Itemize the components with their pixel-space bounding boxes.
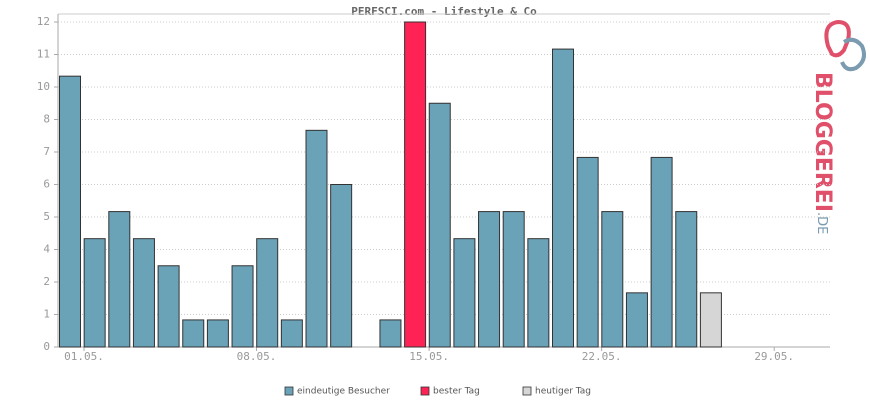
bar bbox=[182, 319, 205, 348]
y-tick-label: 5 bbox=[43, 210, 50, 223]
bar bbox=[231, 265, 254, 348]
x-tick-label: 15.05. bbox=[409, 350, 449, 363]
bar bbox=[132, 238, 155, 348]
legend-swatch bbox=[420, 386, 430, 396]
x-tick-label: 29.05. bbox=[754, 350, 794, 363]
logo-text: BLOGGEREI.DE bbox=[810, 72, 835, 234]
bar bbox=[256, 238, 279, 348]
bar bbox=[699, 292, 722, 348]
legend-label: heutiger Tag bbox=[535, 387, 591, 397]
bar bbox=[280, 319, 303, 348]
bar bbox=[527, 238, 550, 348]
bar bbox=[576, 156, 599, 348]
bar bbox=[428, 102, 451, 348]
legend-swatch bbox=[522, 386, 532, 396]
y-tick-label: 2 bbox=[43, 275, 50, 288]
bar bbox=[206, 319, 229, 348]
bar bbox=[305, 129, 328, 348]
y-tick-label: 4 bbox=[43, 243, 50, 256]
y-tick-label: 7 bbox=[43, 145, 50, 158]
bar bbox=[601, 211, 624, 348]
legend-label: bester Tag bbox=[433, 387, 480, 397]
bar bbox=[552, 48, 574, 348]
logo-suffix: .DE bbox=[815, 212, 830, 234]
bar bbox=[379, 319, 402, 348]
bar bbox=[330, 184, 353, 348]
x-tick-label: 01.05. bbox=[64, 350, 104, 363]
y-tick-label: 1 bbox=[43, 308, 50, 321]
bar bbox=[157, 265, 180, 348]
y-tick-label: 6 bbox=[43, 178, 50, 191]
logo-icon bbox=[824, 19, 851, 58]
x-tick-label: 08.05. bbox=[237, 350, 277, 363]
bar bbox=[404, 21, 427, 348]
bar bbox=[675, 211, 698, 348]
y-tick-label: 8 bbox=[43, 113, 50, 126]
y-tick-label: 11 bbox=[37, 48, 50, 61]
bar bbox=[453, 238, 476, 348]
legend-swatch bbox=[284, 386, 294, 396]
logo: BLOGGEREI.DE bbox=[810, 19, 866, 234]
y-tick-label: 10 bbox=[37, 80, 50, 93]
bar bbox=[59, 75, 81, 348]
y-tick-label: 0 bbox=[43, 340, 50, 353]
logo-name: BLOGGEREI bbox=[810, 72, 835, 212]
x-tick-label: 22.05. bbox=[582, 350, 622, 363]
bar bbox=[108, 211, 131, 348]
chart-title: PERFSCI.com - Lifestyle & Co bbox=[351, 5, 537, 18]
bar bbox=[625, 292, 648, 348]
legend-label: eindeutige Besucher bbox=[297, 387, 390, 397]
logo-icon bbox=[840, 37, 866, 72]
bar bbox=[650, 156, 673, 348]
bar bbox=[83, 238, 106, 348]
bar bbox=[502, 211, 525, 348]
y-tick-label: 12 bbox=[37, 15, 50, 28]
bar bbox=[478, 211, 501, 348]
